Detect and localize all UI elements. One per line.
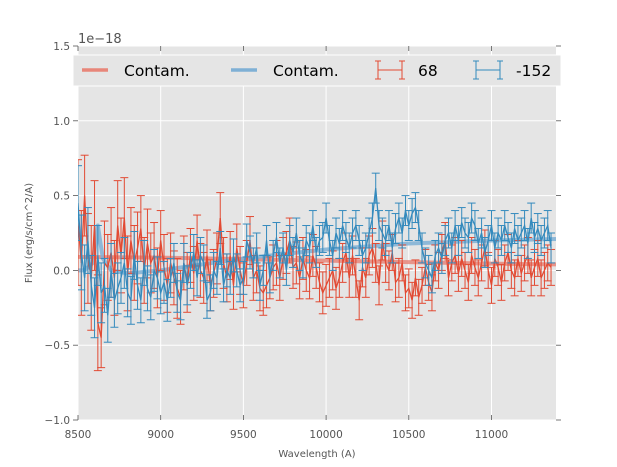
data-line [78,195,552,338]
legend-entry: Contam. [231,62,339,80]
x-tick-label: 11000 [475,429,508,441]
x-tick-label: 10500 [392,429,425,441]
legend-label: -152 [516,62,551,80]
y-tick-label: 1.5 [53,41,70,53]
y-tick-label: −0.5 [45,340,71,352]
grid [77,45,556,421]
legend-label: Contam. [273,62,339,80]
y-tick-label: 0.0 [53,265,70,277]
y-offset-label: 1e−18 [78,32,122,47]
x-tick-label: 9500 [230,429,257,441]
series-blue [78,165,556,343]
y-tick-label: −1.0 [45,415,71,427]
x-tick-label: 10000 [309,429,342,441]
y-tick-label: 0.5 [53,191,70,203]
plot-area [77,45,556,421]
legend-entry: -152 [473,60,551,80]
legend-entry: 68 [375,60,438,80]
legend-label: 68 [418,62,438,80]
errorbar-series [78,154,556,372]
x-tick-label: 8500 [65,429,92,441]
x-axis-label: Wavelength (A) [278,449,355,460]
legend: Contam. Contam. 68 -152 [72,54,562,87]
legend-label: Contam. [124,62,190,80]
x-tick-label: 9000 [147,429,174,441]
ticks: 8500 9000 9500 10000 10500 11000 −1.0 −0.5 0.0 0.… [45,41,561,441]
y-axis-label: Flux (erg/s/cm^2/A) [24,183,35,283]
y-tick-label: 1.0 [53,116,70,128]
legend-entry: Contam. [82,62,190,80]
data-line [78,188,552,316]
